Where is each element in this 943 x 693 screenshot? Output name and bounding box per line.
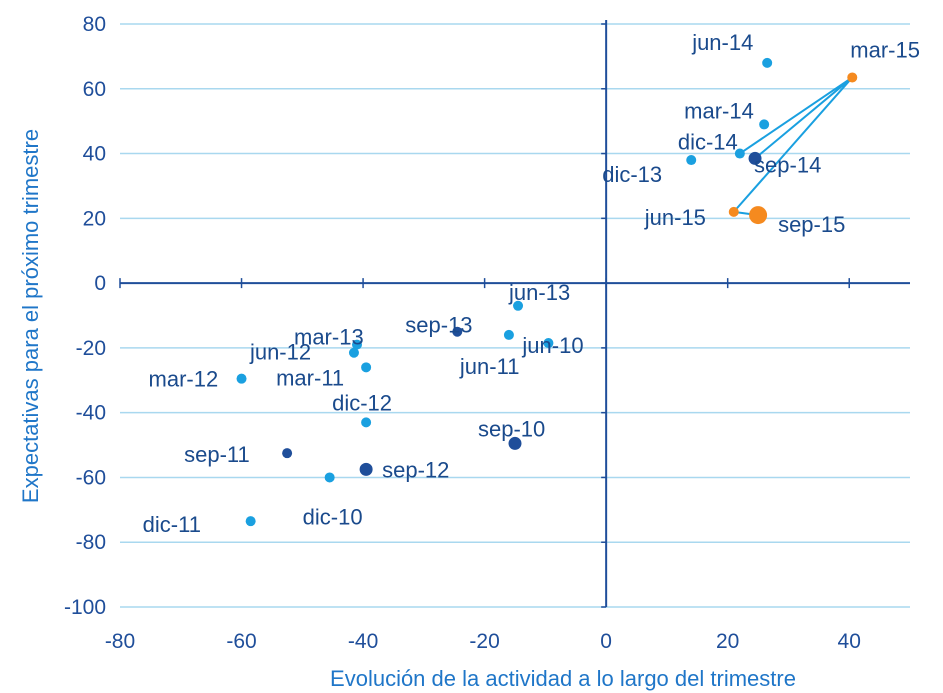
point-dic-11 <box>245 516 256 527</box>
label-dic-10: dic-10 <box>303 504 363 529</box>
y-axis-title: Expectativas para el próximo trimestre <box>18 129 43 503</box>
label-mar-12: mar-12 <box>149 367 219 392</box>
label-jun-14: jun-14 <box>691 30 753 55</box>
point-mar-14 <box>759 119 770 130</box>
label-sep-11: sep-11 <box>184 442 250 467</box>
x-tick-label: -80 <box>105 630 135 653</box>
point-sep-12 <box>359 462 373 476</box>
label-sep-12: sep-12 <box>382 457 449 482</box>
y-tick-label: -100 <box>64 596 106 619</box>
x-tick-label: -20 <box>469 630 499 653</box>
point-mar-13 <box>352 339 362 350</box>
point-dic-12 <box>361 417 372 428</box>
axes <box>119 20 910 608</box>
point-mar-11 <box>361 362 372 373</box>
point-labels: jun-10 sep-10 dic-10 mar-11 jun-11 sep-11 dic-… <box>143 30 920 537</box>
label-mar-11: mar-11 <box>276 365 344 390</box>
x-tick-labels: -80 -60 -40 -20 0 20 40 <box>105 630 861 653</box>
point-jun-15 <box>728 206 739 217</box>
x-tick-label: -60 <box>226 630 256 653</box>
y-tick-label: -60 <box>76 466 106 489</box>
y-tick-label: -20 <box>76 337 106 360</box>
y-tick-label: -40 <box>76 402 106 425</box>
point-jun-12 <box>348 347 359 358</box>
label-sep-15: sep-15 <box>778 212 845 237</box>
label-jun-12: jun-12 <box>249 340 311 365</box>
y-tick-label: 0 <box>94 272 106 295</box>
label-jun-11: jun-11 <box>459 354 520 379</box>
label-jun-15: jun-15 <box>644 205 706 230</box>
y-tick-label: -80 <box>76 531 106 554</box>
label-jun-13: jun-13 <box>508 280 570 305</box>
label-sep-10: sep-10 <box>478 416 545 441</box>
point-jun-13 <box>513 300 524 311</box>
x-tick-label: 20 <box>716 630 739 653</box>
label-sep-13: sep-13 <box>405 313 472 338</box>
label-dic-11: dic-11 <box>143 512 201 537</box>
y-tick-label: 40 <box>83 143 106 166</box>
label-mar-14: mar-14 <box>684 98 754 123</box>
point-sep-13 <box>452 326 463 337</box>
y-tick-label: 80 <box>83 13 106 36</box>
point-jun-14 <box>762 57 773 68</box>
x-tick-label: -40 <box>348 630 378 653</box>
point-dic-10 <box>324 472 335 483</box>
point-mar-15 <box>847 72 858 83</box>
point-sep-10 <box>508 436 522 450</box>
point-dic-14 <box>734 148 745 159</box>
gridlines <box>120 23 910 608</box>
label-sep-14: sep-14 <box>754 152 821 177</box>
y-tick-label: 20 <box>83 207 106 230</box>
label-jun-10: jun-10 <box>521 333 583 358</box>
point-mar-12 <box>236 373 247 384</box>
label-dic-12: dic-12 <box>332 390 392 415</box>
point-sep-15 <box>749 206 768 225</box>
point-sep-14 <box>748 151 762 165</box>
label-mar-15: mar-15 <box>850 37 920 62</box>
y-tick-labels: 80 60 40 20 0 -20 -40 -60 -80 -100 <box>64 13 106 619</box>
label-dic-14: dic-14 <box>678 130 738 155</box>
x-axis-title: Evolución de la actividad a lo largo del… <box>330 666 796 691</box>
point-jun-10 <box>543 338 554 349</box>
data-points <box>236 57 858 527</box>
point-jun-11 <box>503 329 514 340</box>
x-tick-label: 40 <box>838 630 861 653</box>
label-dic-13: dic-13 <box>602 162 662 187</box>
point-dic-13 <box>686 155 697 166</box>
point-sep-11 <box>282 448 293 459</box>
y-tick-label: 60 <box>83 78 106 101</box>
x-tick-label: 0 <box>600 630 612 653</box>
label-mar-13: mar-13 <box>294 325 364 350</box>
